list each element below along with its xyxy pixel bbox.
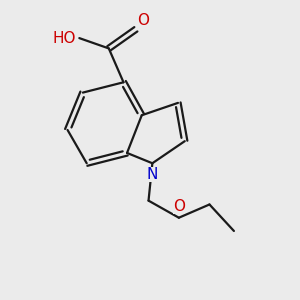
Text: O: O	[173, 199, 185, 214]
Text: HO: HO	[52, 31, 76, 46]
Text: O: O	[137, 13, 149, 28]
Text: N: N	[147, 167, 158, 182]
